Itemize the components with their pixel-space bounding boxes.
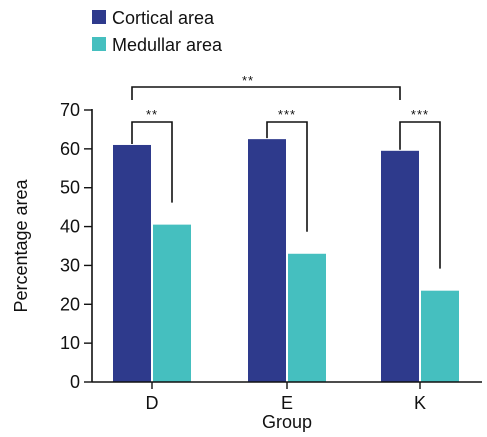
- y-tick-label: 10: [60, 333, 80, 353]
- y-tick-label: 70: [60, 100, 80, 120]
- bar-k-cortical: [381, 150, 419, 382]
- y-tick-label: 20: [60, 294, 80, 314]
- sig-label-k: ***: [411, 107, 429, 122]
- y-tick-label: 30: [60, 255, 80, 275]
- y-tick-label: 0: [70, 372, 80, 392]
- legend-swatch-cortical: [92, 10, 106, 24]
- bracket-k: [399, 121, 441, 269]
- y-ticks: 0 10 20 30 40 50 60 70: [60, 100, 92, 392]
- y-tick-label: 50: [60, 178, 80, 198]
- bar-d-medullar: [153, 224, 191, 382]
- bar-e-medullar: [288, 253, 326, 382]
- bar-k-medullar: [421, 290, 459, 382]
- legend-label-medullar: Medullar area: [112, 35, 223, 55]
- x-tick-label-k: K: [414, 393, 426, 413]
- x-tick-label-e: E: [281, 393, 293, 413]
- legend: Cortical area Medullar area: [92, 8, 223, 55]
- bar-d-cortical: [113, 144, 151, 382]
- legend-label-cortical: Cortical area: [112, 8, 215, 28]
- y-tick-label: 40: [60, 217, 80, 237]
- sig-label-e: ***: [278, 107, 296, 122]
- bracket-d-k: [131, 86, 401, 100]
- legend-swatch-medullar: [92, 37, 106, 51]
- x-axis-title: Group: [262, 412, 312, 432]
- sig-label-d-k: **: [242, 73, 254, 88]
- y-axis-title: Percentage area: [11, 178, 31, 312]
- bar-e-cortical: [248, 139, 286, 382]
- bracket-d: [131, 121, 173, 203]
- bracket-e: [266, 121, 308, 232]
- x-tick-label-d: D: [146, 393, 159, 413]
- significance-brackets: ** *** *****: [131, 73, 441, 269]
- y-tick-label: 60: [60, 139, 80, 159]
- sig-label-d: **: [146, 107, 158, 122]
- bars: [113, 139, 459, 382]
